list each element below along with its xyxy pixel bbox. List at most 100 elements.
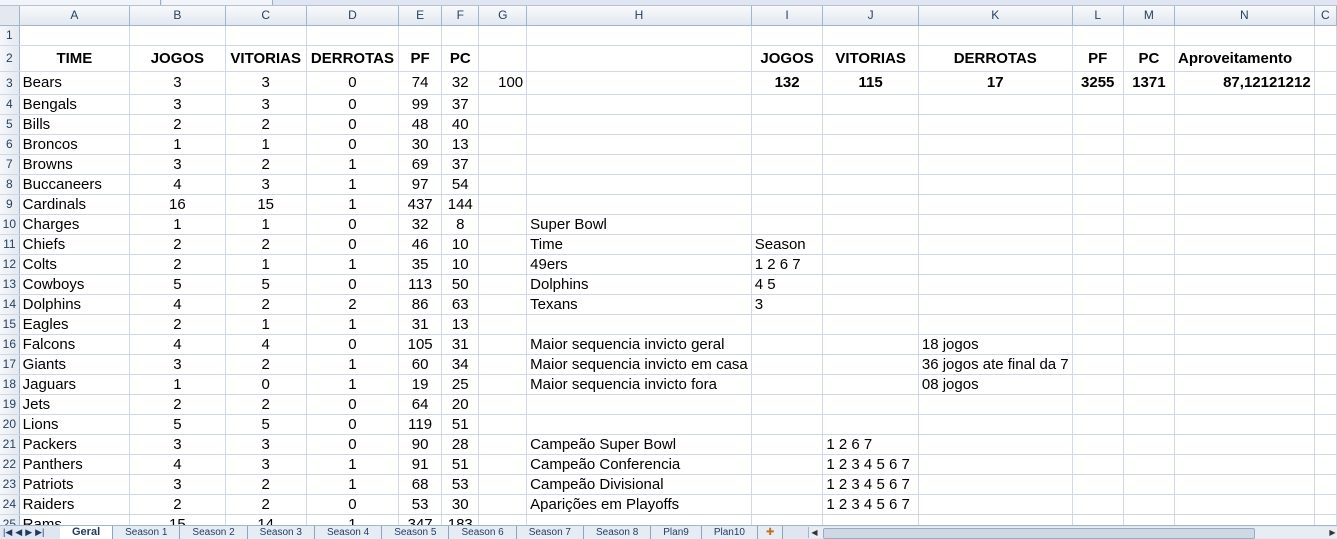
cell-C2[interactable]: VITORIAS: [225, 45, 307, 72]
cell-M13[interactable]: [1123, 274, 1175, 295]
cell-I11[interactable]: Season: [751, 234, 824, 255]
cell-A5[interactable]: Bills: [19, 114, 131, 135]
cell-M19[interactable]: [1123, 394, 1175, 415]
cell-J1[interactable]: [822, 25, 919, 46]
cell-C9[interactable]: 15: [225, 194, 307, 215]
cell-M17[interactable]: [1123, 354, 1175, 375]
cell-C16[interactable]: 4: [225, 334, 307, 355]
cell-N19[interactable]: [1174, 394, 1315, 415]
cell-N12[interactable]: [1174, 254, 1315, 275]
cell-J12[interactable]: [822, 254, 919, 275]
cell-C25[interactable]: 14: [225, 514, 307, 525]
cell-B1[interactable]: [129, 25, 226, 46]
cell-L6[interactable]: [1072, 134, 1124, 155]
cell-K6[interactable]: [918, 134, 1073, 155]
cell-C19[interactable]: 2: [225, 394, 307, 415]
column-header[interactable]: K: [918, 6, 1073, 26]
cell-N2[interactable]: Aproveitamento: [1174, 45, 1315, 72]
cell-D17[interactable]: 1: [306, 354, 400, 375]
cell-I4[interactable]: [751, 94, 824, 115]
cell-E21[interactable]: 90: [398, 434, 443, 455]
cell-J2[interactable]: VITORIAS: [822, 45, 919, 72]
column-header[interactable]: N: [1174, 6, 1315, 26]
cell-N9[interactable]: [1174, 194, 1315, 215]
cell-F17[interactable]: 34: [441, 354, 480, 375]
cell-M8[interactable]: [1123, 174, 1175, 195]
cell-I2[interactable]: JOGOS: [751, 45, 824, 72]
cell-F5[interactable]: 40: [441, 114, 480, 135]
cell-D7[interactable]: 1: [306, 154, 400, 175]
cell-G22[interactable]: [478, 454, 528, 475]
cell-E12[interactable]: 35: [398, 254, 443, 275]
column-header[interactable]: A: [19, 6, 131, 26]
cell-B4[interactable]: 3: [129, 94, 226, 115]
tab-season-1[interactable]: Season 1: [113, 526, 181, 539]
cell-G12[interactable]: [478, 254, 528, 275]
cell-K13[interactable]: [918, 274, 1073, 295]
cell-I18[interactable]: [751, 374, 824, 395]
cell-H11[interactable]: Time: [526, 234, 752, 255]
cell-B12[interactable]: 2: [129, 254, 226, 275]
cell-G17[interactable]: [478, 354, 528, 375]
cell-G8[interactable]: [478, 174, 528, 195]
row-header[interactable]: 23: [0, 474, 20, 495]
cell-F14[interactable]: 63: [441, 294, 480, 315]
cell-N24[interactable]: [1174, 494, 1315, 515]
cell-M4[interactable]: [1123, 94, 1175, 115]
cell-A19[interactable]: Jets: [19, 394, 131, 415]
cell-F19[interactable]: 20: [441, 394, 480, 415]
cell-A12[interactable]: Colts: [19, 254, 131, 275]
cell-H14[interactable]: Texans: [526, 294, 752, 315]
cell-B13[interactable]: 5: [129, 274, 226, 295]
cell-L10[interactable]: [1072, 214, 1124, 235]
cell-A25[interactable]: Rams: [19, 514, 131, 525]
cell-D16[interactable]: 0: [306, 334, 400, 355]
row-header[interactable]: 20: [0, 414, 20, 435]
cell-A21[interactable]: Packers: [19, 434, 131, 455]
cell-E9[interactable]: 437: [398, 194, 443, 215]
cell-C4[interactable]: 3: [225, 94, 307, 115]
cell-E7[interactable]: 69: [398, 154, 443, 175]
cell-K14[interactable]: [918, 294, 1073, 315]
cell-E17[interactable]: 60: [398, 354, 443, 375]
cell-K23[interactable]: [918, 474, 1073, 495]
cell-H2[interactable]: [526, 45, 752, 72]
cell-C20[interactable]: 5: [225, 414, 307, 435]
cell-C5[interactable]: 2: [225, 114, 307, 135]
cell-D14[interactable]: 2: [306, 294, 400, 315]
cell-N7[interactable]: [1174, 154, 1315, 175]
column-header[interactable]: E: [398, 6, 443, 26]
cell-B21[interactable]: 3: [129, 434, 226, 455]
cell-D18[interactable]: 1: [306, 374, 400, 395]
cell-partial[interactable]: [1314, 414, 1337, 435]
cell-partial[interactable]: [1314, 394, 1337, 415]
cell-I19[interactable]: [751, 394, 824, 415]
row-header[interactable]: 25: [0, 514, 20, 525]
cell-M9[interactable]: [1123, 194, 1175, 215]
cell-L9[interactable]: [1072, 194, 1124, 215]
cell-M6[interactable]: [1123, 134, 1175, 155]
cell-M24[interactable]: [1123, 494, 1175, 515]
cell-G9[interactable]: [478, 194, 528, 215]
cell-K4[interactable]: [918, 94, 1073, 115]
cell-F20[interactable]: 51: [441, 414, 480, 435]
cell-F21[interactable]: 28: [441, 434, 480, 455]
cell-J3[interactable]: 115: [822, 71, 919, 95]
cell-M2[interactable]: PC: [1123, 45, 1175, 72]
cell-A8[interactable]: Buccaneers: [19, 174, 131, 195]
cell-D23[interactable]: 1: [306, 474, 400, 495]
cell-F22[interactable]: 51: [441, 454, 480, 475]
cell-H4[interactable]: [526, 94, 752, 115]
cell-B11[interactable]: 2: [129, 234, 226, 255]
cell-K8[interactable]: [918, 174, 1073, 195]
cell-partial[interactable]: [1314, 274, 1337, 295]
cell-B19[interactable]: 2: [129, 394, 226, 415]
cell-I12[interactable]: 1 2 6 7: [751, 254, 824, 275]
cell-K21[interactable]: [918, 434, 1073, 455]
cell-B14[interactable]: 4: [129, 294, 226, 315]
cell-B22[interactable]: 4: [129, 454, 226, 475]
cell-N13[interactable]: [1174, 274, 1315, 295]
row-header[interactable]: 10: [0, 214, 20, 235]
cell-I9[interactable]: [751, 194, 824, 215]
cell-H3[interactable]: [526, 71, 752, 95]
